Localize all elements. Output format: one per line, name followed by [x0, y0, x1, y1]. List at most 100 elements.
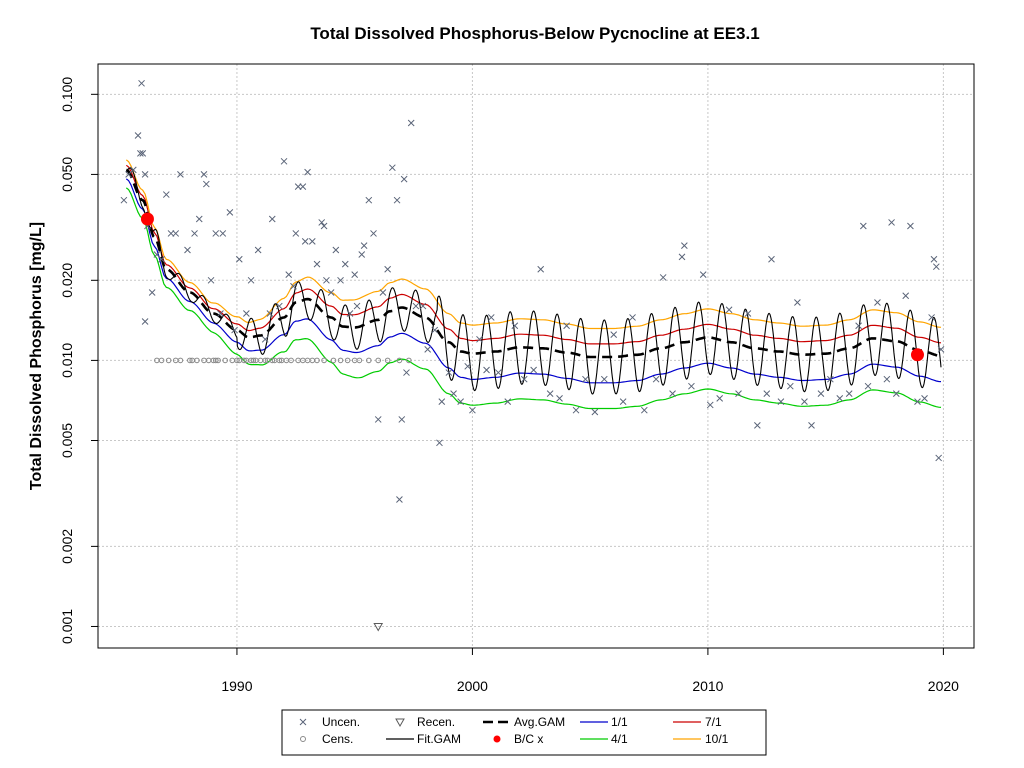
censored-point	[375, 357, 382, 364]
uncensored-point	[457, 398, 464, 405]
uncensored-point	[699, 271, 707, 279]
uncensored-point	[808, 421, 815, 429]
y-tick-label: 0.020	[59, 263, 75, 298]
uncensored-point	[864, 382, 872, 390]
legend-label: Fit.GAM	[417, 732, 461, 746]
uncensored-point	[384, 265, 391, 273]
uncensored-point	[754, 421, 761, 429]
uncensored-point	[556, 394, 563, 402]
uncensored-point	[172, 230, 180, 237]
uncensored-point	[888, 219, 895, 226]
censored-point	[234, 357, 240, 364]
uncensored-point	[398, 416, 406, 423]
censored-point	[314, 357, 320, 364]
uncensored-point	[431, 326, 439, 334]
censored-point	[384, 357, 391, 364]
uncensored-point	[177, 171, 184, 178]
legend-label: 10/1	[705, 732, 729, 746]
uncensored-point	[530, 366, 537, 374]
legend-label: 4/1	[611, 732, 628, 746]
uncensored-point	[184, 246, 191, 254]
uncensored-point	[266, 310, 274, 317]
uncensored-point	[827, 375, 834, 383]
y-tick-label: 0.001	[59, 609, 75, 644]
x-tick-label: 2000	[457, 678, 488, 694]
uncensored-point	[716, 394, 724, 402]
uncensored-point	[217, 310, 224, 317]
series-line-1-1	[125, 178, 942, 384]
uncensored-point	[659, 274, 667, 281]
uncensored-point	[370, 230, 377, 237]
uncensored-point	[629, 314, 636, 321]
plot-area	[120, 79, 945, 632]
uncensored-point	[254, 246, 262, 254]
legend-label: 1/1	[611, 715, 628, 729]
uncensored-point	[744, 310, 752, 317]
legend-symbol-dot	[493, 735, 501, 743]
uncensored-point	[582, 375, 589, 383]
uncensored-point	[892, 390, 900, 397]
uncensored-point	[438, 398, 446, 405]
legend-box	[281, 709, 767, 756]
uncensored-point	[537, 265, 545, 273]
censored-point	[344, 357, 351, 364]
series-line-10-1	[125, 159, 942, 330]
uncensored-point	[794, 299, 801, 306]
uncensored-point	[129, 166, 137, 174]
uncensored-point	[768, 255, 775, 263]
uncensored-point	[268, 215, 276, 223]
uncensored-point	[290, 282, 297, 290]
uncensored-point	[320, 222, 328, 230]
uncensored-point	[412, 302, 420, 310]
censored-point	[222, 357, 228, 364]
uncensored-point	[247, 276, 255, 284]
censored-point	[269, 357, 276, 364]
uncensored-point	[337, 276, 344, 284]
uncensored-point	[928, 314, 935, 321]
uncensored-point	[353, 302, 361, 310]
uncensored-point	[494, 369, 502, 376]
legend-label: Recen.	[417, 715, 455, 729]
uncensored-point	[464, 362, 472, 370]
uncensored-point	[275, 302, 283, 310]
uncensored-point	[191, 230, 198, 237]
series-line-fit-gam	[125, 167, 942, 395]
censored-point	[337, 357, 344, 364]
series-line-7-1	[125, 164, 942, 345]
censored-point	[194, 357, 200, 364]
uncensored-point	[914, 398, 921, 405]
uncensored-point	[138, 79, 145, 87]
uncensored-point	[235, 255, 243, 263]
uncensored-point	[120, 196, 128, 204]
uncensored-point	[572, 406, 580, 414]
censored-point	[241, 357, 247, 364]
uncensored-point	[158, 255, 165, 263]
legend-label: Avg.GAM	[514, 715, 565, 729]
censored-point	[187, 357, 193, 364]
censored-point	[396, 357, 403, 364]
uncensored-point	[907, 222, 914, 230]
uncensored-point	[358, 251, 366, 258]
uncensored-point	[591, 408, 599, 416]
uncensored-point	[859, 222, 867, 230]
uncensored-point	[318, 219, 326, 226]
uncensored-point	[424, 346, 432, 353]
x-tick-label: 2010	[692, 678, 723, 694]
uncensored-point	[167, 230, 175, 237]
uncensored-point	[407, 119, 415, 127]
uncensored-point	[600, 375, 608, 383]
uncensored-point	[207, 276, 215, 284]
legend-label: 7/1	[705, 715, 722, 729]
uncensored-point	[487, 314, 495, 321]
uncensored-point	[786, 382, 794, 390]
uncensored-point	[360, 242, 368, 249]
uncensored-point	[681, 242, 688, 249]
grid	[98, 64, 974, 648]
uncensored-point	[141, 171, 149, 178]
uncensored-point	[706, 401, 714, 409]
uncensored-point	[511, 322, 519, 330]
uncensored-point	[365, 196, 373, 204]
uncensored-point	[294, 183, 302, 190]
uncensored-point	[445, 369, 453, 376]
uncensored-point	[301, 238, 309, 245]
